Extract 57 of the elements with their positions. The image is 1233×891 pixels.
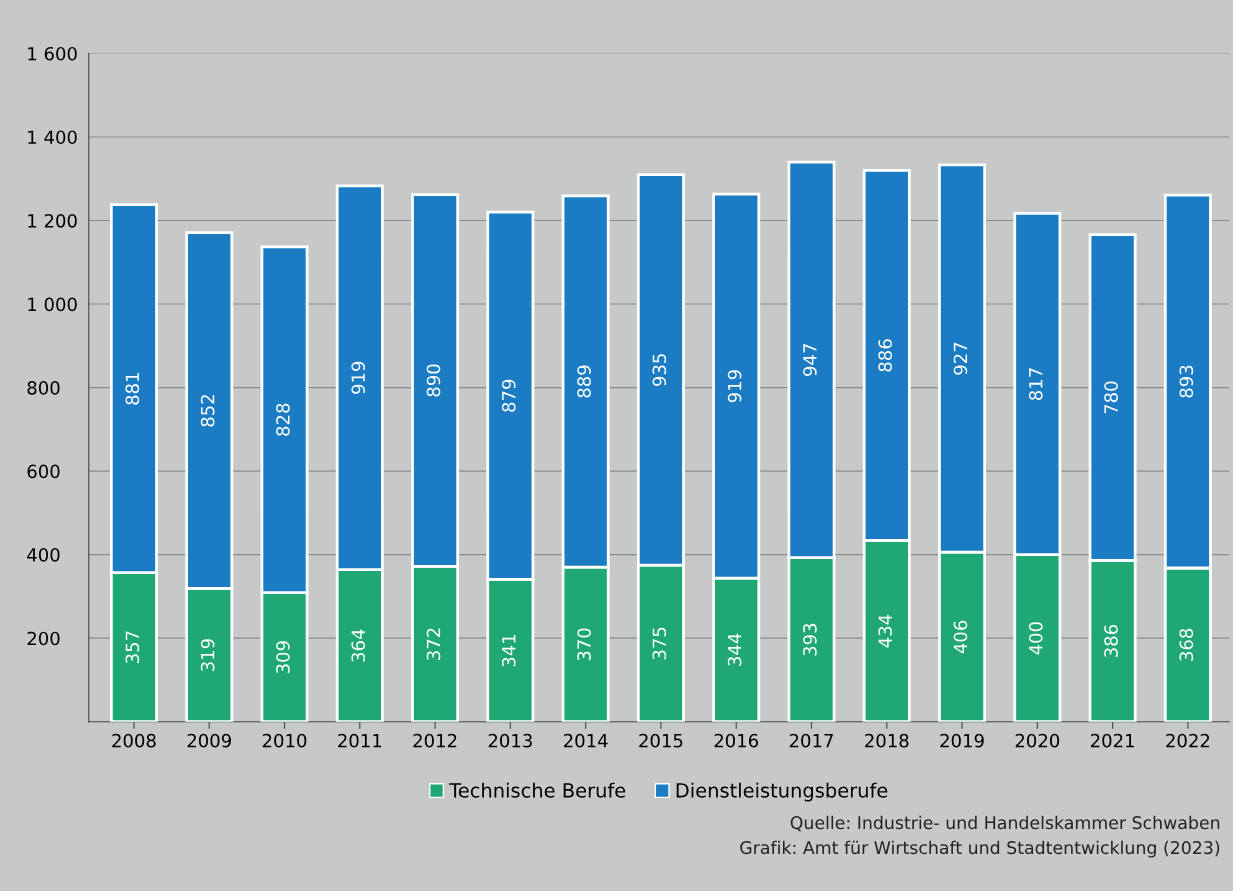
x-tick-label: 2020 [1015, 733, 1060, 748]
data-label: 927 [953, 342, 968, 375]
data-label: 341 [501, 634, 516, 667]
data-label: 434 [878, 614, 893, 648]
data-label: 393 [803, 623, 817, 656]
x-tick-label: 2011 [338, 733, 382, 748]
data-label: 357 [125, 631, 140, 664]
data-label: 386 [1104, 625, 1118, 657]
data-label: 947 [803, 344, 817, 376]
y-tick-label: 1 600 [28, 46, 77, 61]
x-tick-label: 2018 [865, 733, 909, 748]
source-note: Quelle: Industrie- und Handelskammer Schwaben [790, 815, 1220, 832]
data-label: 370 [577, 628, 591, 661]
legend-label: Dienstleistungsberufe [676, 782, 888, 802]
data-label: 886 [878, 339, 893, 372]
x-tick-label: 2021 [1090, 733, 1134, 748]
data-label: 879 [501, 379, 516, 412]
x-tick-label: 2014 [563, 733, 608, 748]
y-tick-label: 800 [27, 381, 60, 395]
data-label: 319 [200, 639, 215, 671]
data-label: 935 [652, 354, 667, 386]
data-label: 400 [1028, 622, 1043, 655]
data-label: 344 [727, 633, 742, 666]
data-label: 828 [276, 403, 290, 436]
x-tick-label: 2013 [488, 733, 532, 748]
data-label: 368 [1179, 628, 1194, 661]
x-tick-label: 2015 [639, 733, 683, 748]
data-label: 375 [652, 627, 667, 660]
data-label: 364 [351, 629, 366, 662]
data-label: 406 [953, 620, 968, 654]
data-label: 817 [1028, 368, 1043, 401]
y-tick-label: 1 200 [28, 213, 77, 228]
y-tick-label: 400 [27, 548, 60, 562]
data-label: 893 [1179, 365, 1194, 398]
data-label: 309 [276, 641, 290, 674]
x-tick-label: 2012 [413, 733, 457, 748]
data-label: 919 [727, 370, 742, 403]
data-label: 890 [426, 364, 441, 397]
legend-label: Technische Berufe [449, 782, 626, 798]
data-label: 881 [125, 373, 140, 405]
data-label: 919 [351, 361, 366, 394]
x-tick-label: 2008 [112, 733, 156, 748]
y-tick-label: 600 [27, 464, 60, 479]
data-label: 780 [1104, 381, 1118, 414]
y-tick-label: 200 [27, 631, 60, 646]
x-tick-label: 2022 [1166, 733, 1210, 748]
data-label: 372 [426, 628, 441, 660]
x-tick-label: 2009 [187, 733, 231, 748]
data-label: 889 [577, 365, 591, 398]
x-tick-label: 2010 [262, 733, 307, 748]
text: Grafik: Amt für Wirtschaft und Stadtentwicklung (2023) [740, 840, 1220, 858]
x-tick-label: 2017 [789, 733, 833, 748]
x-tick-label: 2019 [940, 733, 984, 748]
data-label: 852 [200, 395, 215, 427]
y-tick-label: 1 000 [28, 297, 77, 312]
x-tick-label: 2016 [714, 733, 759, 748]
y-tick-label: 1 400 [28, 130, 77, 145]
